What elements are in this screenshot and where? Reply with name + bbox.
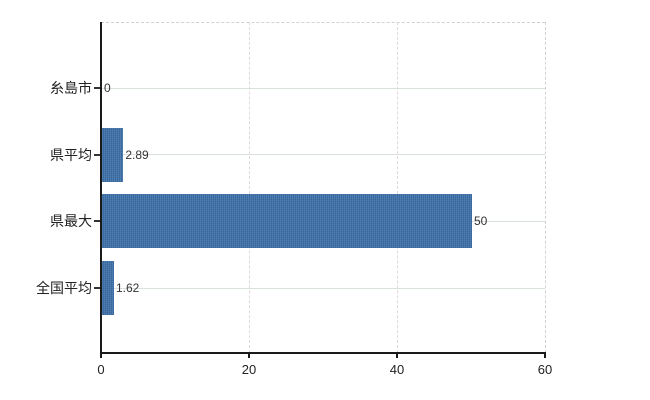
y-axis-tick <box>94 287 101 290</box>
category-label-2: 県最大 <box>50 213 92 230</box>
value-label-1: 2.89 <box>125 147 149 162</box>
x-tick-label-3: 60 <box>537 362 553 377</box>
y-axis-tick <box>94 153 101 156</box>
x-tick-label-0: 0 <box>97 362 105 377</box>
x-axis-tick <box>396 352 398 358</box>
x-axis-tick <box>248 352 250 358</box>
x-axis-tick <box>544 352 546 358</box>
gridline-horizontal <box>101 287 545 289</box>
value-label-0: 0 <box>104 81 111 95</box>
x-tick-label-1: 20 <box>241 362 257 377</box>
gridline-vertical <box>397 22 398 353</box>
bar-1 <box>102 127 124 182</box>
value-label-2: 50 <box>474 214 488 229</box>
x-axis-line <box>100 352 546 354</box>
gridline-vertical <box>249 22 250 353</box>
y-axis-tick <box>94 87 101 89</box>
x-axis-tick <box>100 352 102 358</box>
value-label-3: 1.62 <box>115 281 140 296</box>
category-label-0: 糸島市 <box>50 80 92 96</box>
bar-2 <box>102 194 472 249</box>
category-label-3: 全国平均 <box>36 280 92 297</box>
gridline-horizontal <box>101 87 545 89</box>
x-tick-label-2: 40 <box>389 362 405 377</box>
category-label-1: 県平均 <box>50 146 92 163</box>
plot-frame-right <box>545 22 546 353</box>
gridline-horizontal <box>101 154 545 156</box>
y-axis-tick <box>94 220 101 223</box>
plot-frame-top <box>101 22 545 23</box>
bar-3 <box>102 261 114 316</box>
y-axis-line <box>100 22 102 353</box>
